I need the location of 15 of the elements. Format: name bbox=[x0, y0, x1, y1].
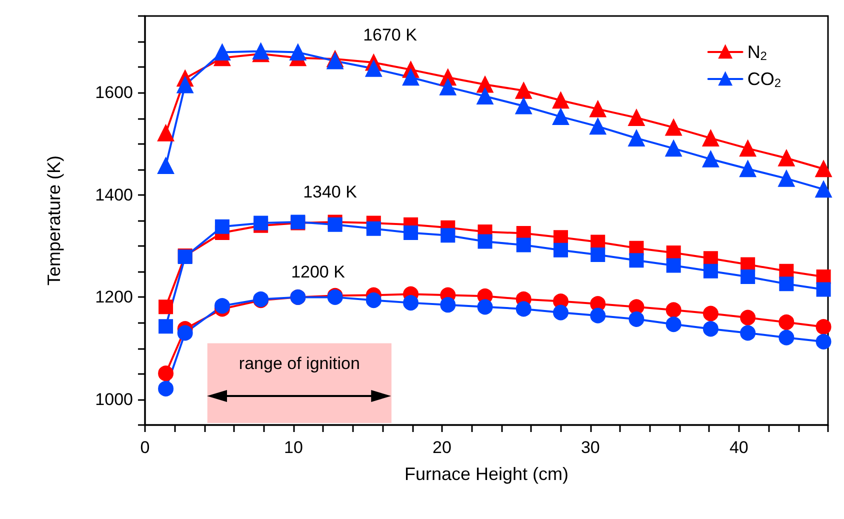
x-axis-title: Furnace Height (cm) bbox=[404, 464, 569, 484]
annotation: 1340 K bbox=[303, 182, 358, 202]
y-axis-title: Temperature (K) bbox=[44, 155, 64, 286]
y-tick-label: 1200 bbox=[95, 288, 133, 307]
y-tick-label: 1600 bbox=[95, 83, 133, 102]
x-tick-label: 20 bbox=[432, 438, 452, 457]
x-tick-label: 30 bbox=[580, 438, 600, 457]
annotation: 1670 K bbox=[363, 26, 418, 44]
y-tick-label: 1000 bbox=[95, 390, 133, 409]
annotation: 1200 K bbox=[291, 262, 346, 282]
band-label: range of ignition bbox=[238, 354, 360, 374]
x-tick-label: 40 bbox=[729, 438, 748, 457]
y-tick-label: 1400 bbox=[95, 185, 133, 204]
x-tick-label: 0 bbox=[140, 438, 150, 457]
x-tick-label: 10 bbox=[284, 438, 303, 457]
